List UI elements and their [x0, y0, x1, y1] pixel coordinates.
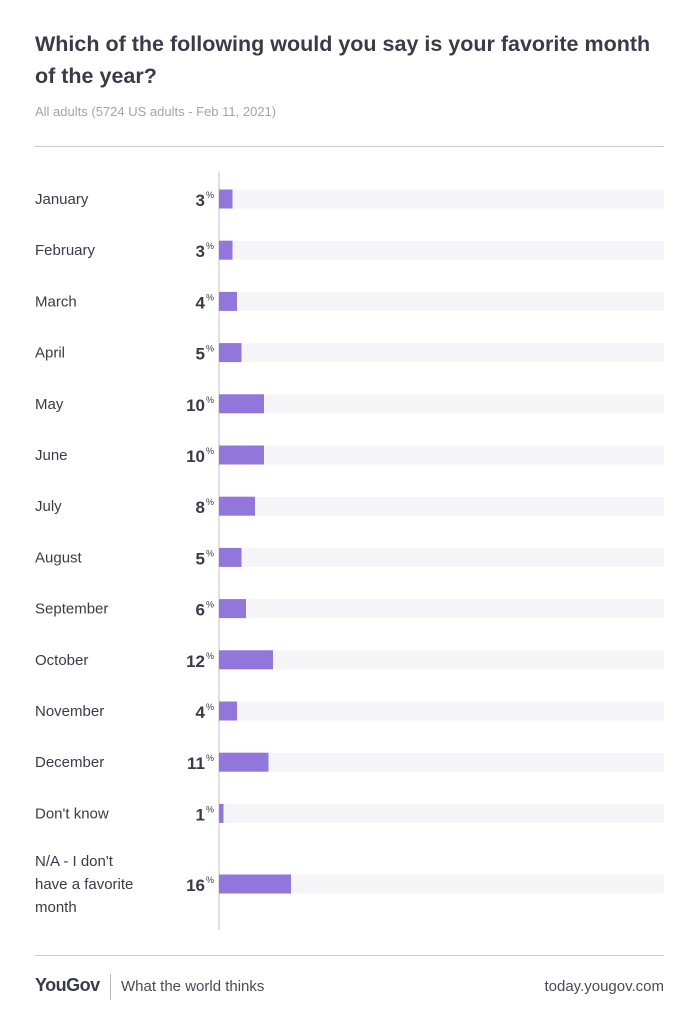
- bar: [219, 394, 264, 414]
- category-label: March: [35, 293, 77, 310]
- bar-track: [219, 394, 664, 414]
- yougov-logo: YouGov: [35, 975, 100, 995]
- percent-sign: %: [206, 651, 214, 661]
- category-label: November: [35, 703, 104, 720]
- bar-track: [219, 547, 664, 567]
- value-label: 4: [196, 293, 206, 312]
- bar: [219, 803, 224, 823]
- bar-track: [219, 701, 664, 721]
- bar-track: [219, 599, 664, 619]
- percent-sign: %: [206, 548, 214, 558]
- bar: [219, 599, 246, 619]
- footer-tagline: What the world thinks: [121, 978, 265, 995]
- category-label: February: [35, 242, 96, 259]
- bar-track: [219, 752, 664, 772]
- category-label: December: [35, 754, 104, 771]
- bar-track: [219, 445, 664, 465]
- value-label: 5: [196, 549, 205, 568]
- value-label: 5: [196, 345, 205, 364]
- percent-sign: %: [206, 804, 214, 814]
- bar: [219, 752, 269, 772]
- percent-sign: %: [206, 875, 214, 885]
- category-label: N/A - I don't have a favorite month: [35, 853, 133, 916]
- value-label: 11: [187, 754, 205, 773]
- bar: [219, 701, 237, 721]
- bar-chart: January 3 % February 3 % March 4 % April 5 % May 10 % J…: [35, 172, 664, 930]
- value-label: 1: [196, 805, 205, 824]
- value-label: 8: [196, 498, 205, 517]
- percent-sign: %: [206, 702, 214, 712]
- percent-sign: %: [206, 753, 214, 763]
- category-label: August: [35, 549, 83, 566]
- bar: [219, 291, 237, 311]
- bar-track: [219, 291, 664, 311]
- bar: [219, 343, 242, 363]
- top-divider: [35, 146, 664, 147]
- value-label: 10: [186, 447, 205, 466]
- bar: [219, 240, 233, 260]
- bar: [219, 496, 255, 516]
- bar: [219, 189, 233, 209]
- bar: [219, 874, 291, 894]
- percent-sign: %: [206, 292, 214, 302]
- value-label: 10: [186, 396, 205, 415]
- category-label: September: [35, 601, 108, 618]
- bar-track: [219, 496, 664, 516]
- percent-sign: %: [206, 190, 214, 200]
- category-label: Don't know: [35, 805, 109, 822]
- percent-sign: %: [206, 395, 214, 405]
- bar-track: [219, 650, 664, 670]
- value-label: 3: [196, 191, 205, 210]
- category-label: July: [35, 498, 62, 515]
- value-label: 4: [196, 703, 206, 722]
- bar: [219, 445, 264, 465]
- bar: [219, 650, 273, 670]
- bottom-divider: [35, 955, 664, 956]
- bar-track: [219, 803, 664, 823]
- footer-separator: [110, 974, 111, 1000]
- category-label: May: [35, 396, 64, 413]
- bar-track: [219, 189, 664, 209]
- value-label: 3: [196, 242, 205, 261]
- bar-track: [219, 874, 664, 894]
- category-label: June: [35, 447, 68, 464]
- chart-subtitle: All adults (5724 US adults - Feb 11, 202…: [35, 104, 277, 119]
- percent-sign: %: [206, 241, 214, 251]
- footer-url[interactable]: today.yougov.com: [544, 978, 664, 995]
- bar-track: [219, 343, 664, 363]
- bar: [219, 547, 242, 567]
- percent-sign: %: [206, 344, 214, 354]
- value-label: 16: [186, 876, 205, 895]
- percent-sign: %: [206, 446, 214, 456]
- percent-sign: %: [206, 600, 214, 610]
- category-label: October: [35, 652, 88, 669]
- chart-title: Which of the following would you say is …: [35, 32, 651, 88]
- value-label: 6: [196, 601, 205, 620]
- value-label: 12: [186, 652, 205, 671]
- category-label: April: [35, 345, 65, 362]
- bar-track: [219, 240, 664, 260]
- category-label: January: [35, 191, 89, 208]
- percent-sign: %: [206, 497, 214, 507]
